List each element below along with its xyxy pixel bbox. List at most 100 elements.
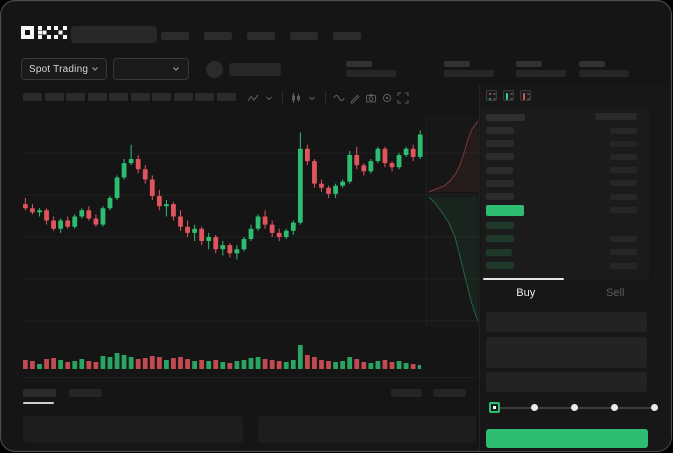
candles-icon[interactable] (290, 92, 302, 104)
interval-skeleton[interactable] (66, 93, 85, 101)
bottom-action-skeleton[interactable] (391, 389, 422, 397)
ask-size-skeleton[interactable] (610, 193, 637, 200)
slider-stop-dot[interactable] (530, 404, 538, 411)
ticker-stat-skeleton (444, 61, 494, 77)
book-asks-icon[interactable] (520, 90, 531, 101)
ask-row-skeleton[interactable] (486, 193, 514, 200)
ask-size-skeleton[interactable] (610, 167, 637, 174)
ask-row-skeleton[interactable] (486, 127, 514, 134)
ask-size-skeleton[interactable] (610, 127, 637, 134)
buy-tab-indicator (483, 278, 564, 280)
market-type-dropdown[interactable]: Spot Trading (21, 58, 107, 80)
ask-size-skeleton[interactable] (610, 153, 637, 160)
bid-row-skeleton[interactable] (486, 248, 512, 256)
tab-sell[interactable]: Sell (606, 287, 625, 299)
trade-sidebar: Buy Sell (479, 85, 671, 451)
book-combined-icon[interactable] (486, 90, 497, 101)
toolbar-separator (282, 92, 283, 103)
total-field-skeleton[interactable] (486, 372, 647, 392)
stat-label-skeleton (516, 61, 542, 67)
ask-row-skeleton[interactable] (486, 179, 514, 187)
orders-panel-skeleton (23, 416, 243, 443)
wave-icon[interactable] (333, 92, 345, 104)
interval-skeleton[interactable] (87, 93, 107, 101)
candlestick-chart[interactable] (21, 111, 479, 331)
slider-stop-dot[interactable] (650, 404, 658, 411)
pair-dropdown[interactable] (113, 58, 189, 80)
bid-row-skeleton[interactable] (486, 235, 514, 243)
ask-row-skeleton[interactable] (486, 153, 514, 161)
token-avatar (206, 61, 223, 78)
interval-skeleton[interactable] (23, 93, 42, 101)
amount-field-skeleton[interactable] (486, 337, 647, 368)
ask-size-skeleton[interactable] (610, 180, 637, 187)
ask-row-skeleton[interactable] (486, 166, 513, 174)
trade-tabs: Buy Sell (481, 281, 660, 305)
order-book (481, 108, 649, 280)
section-divider (21, 377, 476, 378)
bid-size-skeleton[interactable] (610, 235, 637, 242)
token-name-skeleton (229, 63, 281, 76)
pencil-icon[interactable] (349, 92, 361, 104)
ticker-stats (346, 61, 636, 79)
search-input-skeleton[interactable] (71, 26, 157, 43)
last-price-size-skeleton (610, 207, 637, 213)
camera-icon[interactable] (365, 92, 377, 104)
gear-icon[interactable] (381, 92, 393, 104)
bid-row-skeleton[interactable] (486, 222, 514, 229)
zigzag-icon[interactable] (247, 92, 259, 104)
chevron-down-icon (92, 67, 98, 71)
bottom-action-skeleton[interactable] (433, 389, 466, 397)
chevron-down-icon (173, 67, 179, 71)
orderbook-header-skeleton (486, 114, 525, 121)
history-panel-skeleton (258, 416, 476, 443)
amount-percent-slider[interactable] (486, 400, 658, 416)
stat-value-skeleton (516, 70, 566, 77)
interval-skeleton[interactable] (216, 93, 236, 101)
slider-stop-dot[interactable] (570, 404, 578, 411)
nav-item-skeleton[interactable] (333, 32, 361, 40)
ask-size-skeleton[interactable] (610, 140, 637, 147)
orderbook-view-toggles (486, 90, 531, 101)
interval-skeleton[interactable] (173, 93, 193, 101)
ask-row-skeleton[interactable] (486, 140, 514, 148)
tab-buy[interactable]: Buy (516, 287, 536, 299)
nav-item-skeleton[interactable] (247, 32, 275, 40)
price-field-skeleton[interactable] (486, 312, 647, 332)
fullscreen-icon[interactable] (397, 91, 409, 104)
interval-skeleton[interactable] (152, 93, 171, 101)
bottom-tab-active-skeleton[interactable] (23, 389, 56, 397)
nav-item-skeleton[interactable] (204, 32, 232, 40)
slider-handle[interactable] (488, 402, 500, 413)
bid-size-skeleton[interactable] (610, 262, 637, 269)
last-price-bar[interactable] (486, 205, 524, 216)
okx-logo[interactable] (21, 26, 67, 39)
bid-size-skeleton[interactable] (610, 249, 637, 256)
interval-skeleton[interactable] (44, 93, 64, 101)
interval-skeleton[interactable] (130, 93, 150, 101)
interval-skeleton[interactable] (195, 93, 214, 101)
ticker-stat-skeleton (579, 61, 629, 77)
bid-row-skeleton[interactable] (486, 262, 514, 270)
interval-skeleton[interactable] (109, 93, 128, 101)
ticker-stat-skeleton (346, 61, 396, 77)
chart-interval-bar (23, 93, 236, 101)
bottom-tab-indicator (23, 402, 54, 404)
slider-stop-dot[interactable] (610, 404, 618, 411)
nav-item-skeleton[interactable] (161, 32, 189, 40)
chevron-down-icon[interactable] (263, 92, 275, 104)
stat-value-skeleton (444, 70, 494, 77)
nav-item-skeleton[interactable] (290, 32, 318, 40)
volume-chart (23, 345, 421, 369)
buy-submit-button[interactable] (486, 429, 648, 448)
bottom-tab-skeleton[interactable] (69, 389, 102, 397)
toolbar-separator (325, 92, 326, 103)
stat-value-skeleton (346, 70, 396, 77)
top-nav (161, 32, 361, 40)
book-bids-icon[interactable] (503, 90, 514, 101)
stat-value-skeleton (579, 70, 629, 77)
chevron-down-icon[interactable] (306, 92, 318, 104)
ticker-stat-skeleton (516, 61, 566, 77)
market-type-label: Spot Trading (29, 63, 89, 75)
